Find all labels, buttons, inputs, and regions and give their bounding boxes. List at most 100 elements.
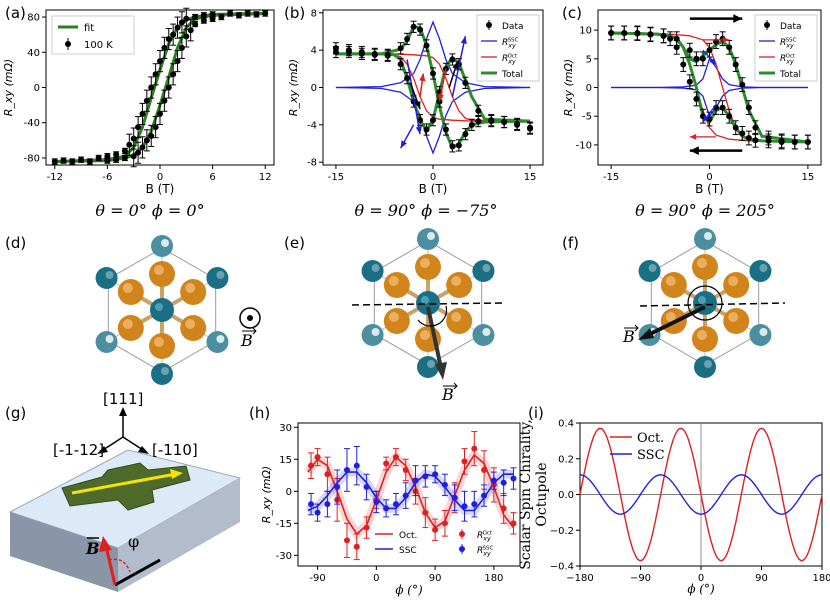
data-100k-point	[218, 14, 225, 21]
legend-label: Data	[502, 22, 524, 32]
atom-corner	[95, 331, 118, 353]
x-tick-label-a: -6	[102, 172, 112, 183]
legend-label: Total	[501, 70, 523, 80]
data-point	[706, 47, 713, 54]
chart-a: -12 -6 0 6 12 -80 -40 0 40 80 B (T) R_xy (mΩ) fit 100…	[2, 7, 275, 196]
oct-data-point	[510, 520, 517, 527]
atom-highlight	[759, 264, 768, 272]
atom-highlight	[420, 258, 430, 268]
atom-highlight	[427, 232, 435, 240]
panel-label-e: (e)	[284, 234, 305, 252]
x-tick-label-i: −180	[566, 573, 593, 584]
atom-corner	[694, 228, 716, 250]
data-100k-point	[157, 110, 163, 117]
atom-highlight	[704, 360, 712, 368]
y-tick-label-h: 30	[279, 423, 292, 434]
data-100k-point	[235, 12, 242, 19]
atom-highlight	[105, 271, 114, 279]
panel-label-c: (c)	[562, 4, 582, 22]
y-axis-label-h: R_xy (mΩ)	[260, 466, 273, 523]
sweep-arrow-forward-head	[733, 14, 743, 23]
atom-highlight	[154, 265, 164, 275]
atom-orange	[117, 279, 144, 305]
data-100k-point	[178, 44, 185, 51]
x-tick-label-h: 90	[429, 573, 442, 584]
atom-highlight	[155, 303, 163, 311]
axis-label-m110: [-110]	[152, 441, 198, 459]
field-arrow-f	[647, 305, 706, 337]
atom-highlight	[759, 328, 768, 336]
data-100k-point	[253, 11, 260, 18]
atom-highlight	[648, 264, 657, 272]
x-tick-label-c: -15	[603, 172, 619, 183]
ssc-data-point	[334, 484, 341, 491]
data-100k-point	[143, 137, 150, 144]
chart-c: -15 0 15 -10 -5 0 5 10 B (T) R_xy (mΩ) Data RxySSC R…	[562, 9, 822, 196]
data-100k-point	[86, 158, 93, 165]
data-100k-point	[139, 144, 146, 151]
data-point	[449, 143, 456, 150]
data-point	[686, 47, 693, 54]
atom-center	[416, 291, 440, 315]
data-point	[488, 118, 495, 125]
oct-data-point	[324, 471, 331, 478]
data-100k-point	[192, 14, 199, 21]
data-point	[527, 125, 534, 132]
ssc-data-point	[383, 505, 390, 512]
panel-label-d: (d)	[5, 234, 26, 252]
legend-label: Total	[779, 70, 801, 80]
ssc-data-point	[500, 479, 507, 486]
dashed-plane-line-f	[639, 302, 786, 307]
atom-highlight	[161, 239, 169, 247]
atom-corner	[417, 228, 439, 250]
data-point	[345, 47, 352, 54]
ssc-data-point	[324, 501, 331, 508]
data-100k-point	[157, 58, 163, 65]
x-tick-label-a: -12	[47, 172, 63, 183]
legend-label: SSC	[399, 546, 417, 556]
sweep-arrow-up-ssc-head	[460, 36, 467, 45]
oct-data-point	[432, 526, 439, 533]
field-arrowhead-g	[99, 536, 112, 552]
atom-highlight	[728, 276, 739, 286]
data-point	[608, 29, 615, 36]
atom-highlight	[421, 296, 429, 304]
atom-highlight	[728, 312, 739, 322]
sample-schematic: B φ	[8, 449, 242, 592]
data-point	[462, 131, 469, 138]
y-tick-label-h: 0	[286, 487, 292, 498]
oct-data-point	[363, 524, 370, 531]
data-100k-point	[60, 157, 67, 164]
y-tick-label-h: -30	[276, 551, 292, 562]
data-100k-point	[143, 97, 150, 104]
data-point	[706, 116, 713, 123]
atom-corner	[95, 267, 118, 289]
data-point	[765, 135, 772, 142]
legend-label: Oct.	[637, 431, 664, 446]
atom-highlight	[216, 335, 225, 343]
data-100k-point	[104, 157, 111, 164]
sweep-arrow-oct-head	[419, 73, 426, 82]
data-point	[634, 30, 641, 37]
caption-b: θ = 90° ϕ = −75°	[355, 201, 498, 220]
data-point	[423, 42, 430, 49]
oct-data-point	[343, 537, 350, 544]
y-tick-label-b: 8	[311, 8, 317, 19]
chart-b: -15 0 15 -8 -4 0 4 8 B (T) R_xy (mΩ) Data RxySSC Rxy…	[287, 8, 544, 196]
data-100k-point	[174, 24, 181, 31]
field-arrow-e	[426, 306, 443, 369]
data-point	[732, 124, 739, 131]
chart-h: -90 0 90 180 -30 -15 0 15 30 ϕ (°) R_xy (mΩ) Oct. SS…	[260, 422, 521, 597]
atom-highlight	[697, 330, 707, 340]
axis-label-m112: [-1-12]	[53, 441, 104, 459]
legend-label: Oct.	[399, 531, 417, 541]
atom-highlight	[122, 283, 133, 293]
y-tick-label-a: -40	[24, 118, 40, 129]
atom-corner	[417, 356, 439, 378]
atom-corner	[206, 331, 229, 353]
oct-data-point	[383, 460, 390, 467]
legend-label: SSC	[637, 448, 665, 463]
data-100k-point	[152, 124, 159, 131]
data-point	[673, 35, 680, 42]
atom-highlight	[185, 283, 196, 293]
